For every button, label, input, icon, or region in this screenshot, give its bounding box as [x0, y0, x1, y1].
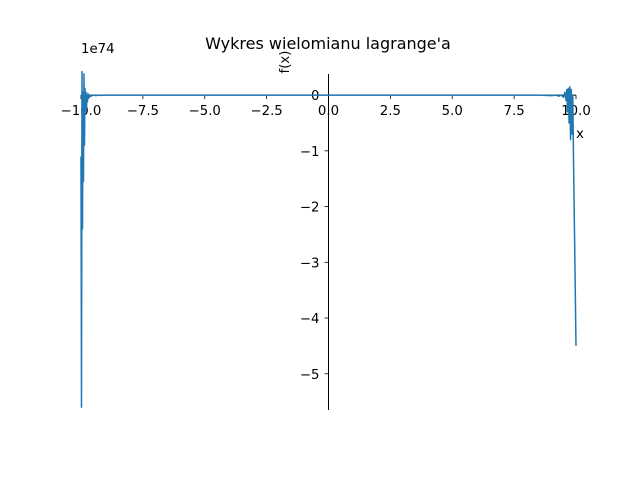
y-ticks: 0 −1 −2 −3 −4 −5 [300, 89, 329, 383]
chart-title: Wykres wielomianu lagrange'a [205, 34, 451, 53]
x-tick-label: −10.0 [61, 104, 102, 119]
y-axis-label: f(x) [278, 51, 293, 74]
plot-area: −10.0 −7.5 −5.0 −2.5 0.0 2.5 5.0 7.5 10.0 0 −1 −2 −… [61, 70, 591, 410]
y-tick-label: −4 [300, 312, 320, 327]
series-line [80, 70, 577, 408]
x-tick-label: −5.0 [189, 104, 221, 119]
x-tick-label: 7.5 [504, 104, 525, 119]
y-tick-label: −1 [300, 145, 320, 160]
y-tick-label: −2 [300, 201, 320, 216]
x-tick-label: 0.0 [318, 104, 339, 119]
y-tick-label: 0 [311, 89, 319, 104]
x-tick-label: 5.0 [442, 104, 463, 119]
x-tick-label: −2.5 [250, 104, 282, 119]
x-tick-label: −7.5 [127, 104, 159, 119]
x-tick-label: 2.5 [380, 104, 401, 119]
y-tick-label: −3 [300, 256, 320, 271]
y-offset-text: 1e74 [81, 42, 115, 57]
x-axis-label: x [576, 127, 584, 142]
x-tick-label: 10.0 [561, 104, 591, 119]
y-tick-label: −5 [300, 368, 320, 383]
x-ticks: −10.0 −7.5 −5.0 −2.5 0.0 2.5 5.0 7.5 10.0 [61, 95, 591, 119]
